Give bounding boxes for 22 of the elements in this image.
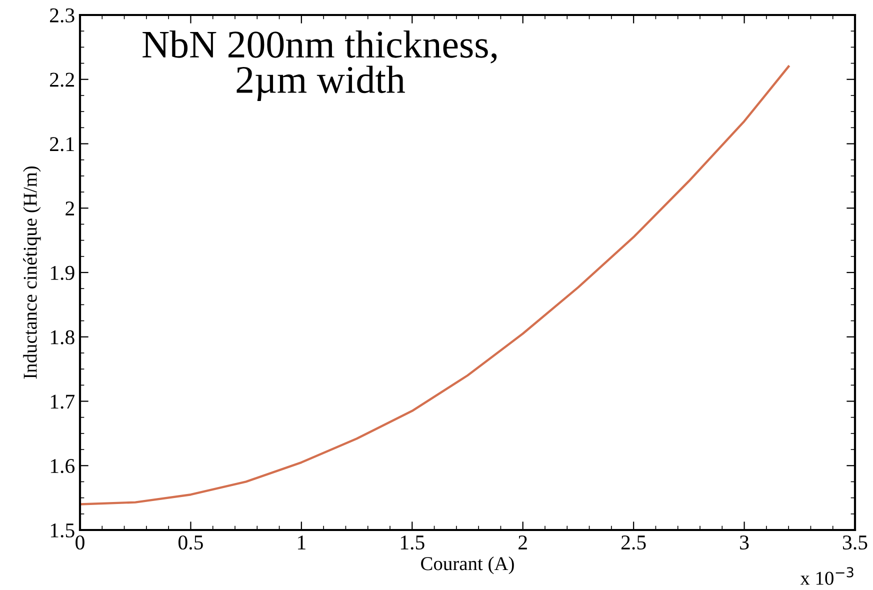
x-tick-label: 1.5: [400, 536, 424, 550]
y-tick-label: 2.2: [50, 72, 74, 87]
y-tick-label: 1.6: [50, 459, 75, 474]
y-tick-label: 1.7: [50, 394, 75, 409]
x-tick-label: 0: [76, 535, 84, 550]
x-tick-label: 3: [740, 536, 749, 550]
line-series: [80, 65, 790, 506]
y-tick-label: 2.1: [50, 137, 74, 152]
text: x 10$^{−3}$: [800, 567, 854, 585]
y-tick-label: 2.3: [50, 8, 74, 23]
x-tick-label: 2.5: [621, 536, 646, 550]
annotation: NbN 200nm thickness, 2µm width: [142, 30, 497, 101]
y-tick-label: 2: [66, 202, 74, 216]
x-tick-label: 1: [298, 536, 306, 550]
x-tick-label: 3.5: [842, 536, 868, 550]
y-tick-label: 1.9: [50, 266, 74, 280]
y-tick-label: 1.5: [50, 523, 74, 538]
y-axis-title: Inductance cinétique (H/m): [23, 166, 41, 379]
x-tick-label: 0.5: [178, 535, 203, 550]
x-axis-title: Courant (A): [421, 556, 514, 574]
x-tick-label: 2: [518, 536, 527, 550]
y-tick-label: 1.8: [50, 330, 74, 344]
